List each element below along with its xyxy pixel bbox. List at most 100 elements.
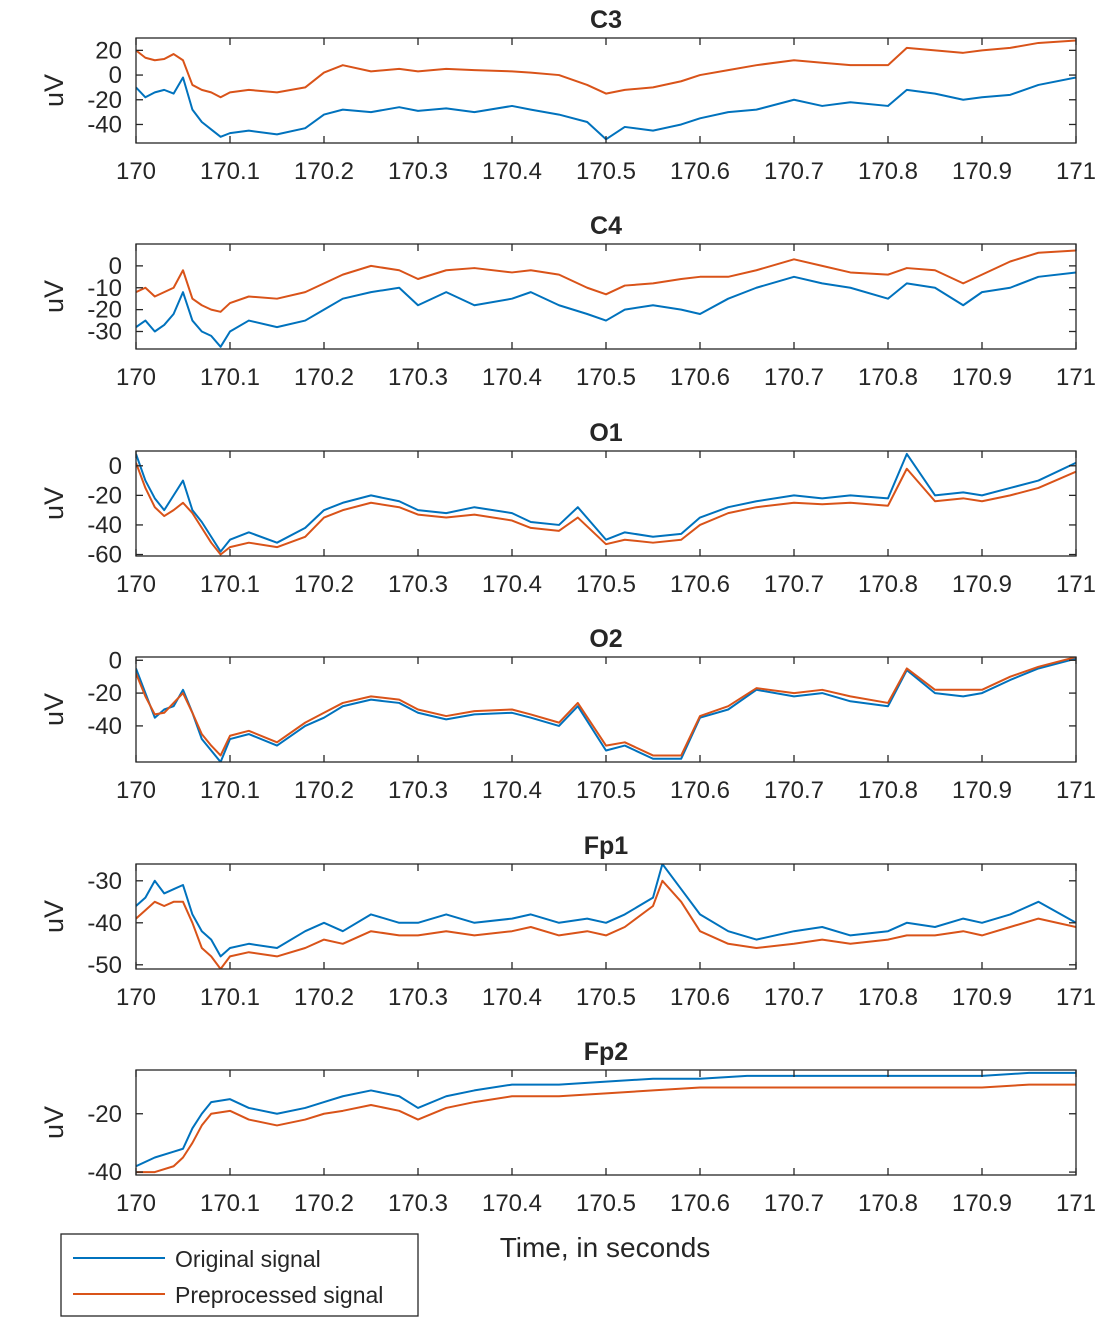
xtick-label-fp2: 170.4 xyxy=(482,1190,542,1217)
series-group-o2 xyxy=(136,657,1076,762)
xtick-label-fp2: 170 xyxy=(116,1190,156,1217)
xtick-label-c3: 170.2 xyxy=(294,158,354,185)
ytick-label-o2: -20 xyxy=(87,680,122,707)
xtick-label-o2: 170 xyxy=(116,777,156,804)
xtick-label-c4: 170.4 xyxy=(482,364,542,391)
panel-title-c4: C4 xyxy=(590,212,622,240)
series-line-preprocessed-signal-c3 xyxy=(136,39,1076,99)
series-line-preprocessed-signal-fp1 xyxy=(136,879,1076,969)
xtick-label-fp2: 171 xyxy=(1056,1190,1096,1217)
xtick-label-c3: 170.9 xyxy=(952,158,1012,185)
xtick-label-o1: 170.7 xyxy=(764,571,824,598)
xtick-label-c3: 170 xyxy=(116,158,156,185)
ytick-label-o2: -40 xyxy=(87,713,122,740)
ylabel-o2: uV xyxy=(39,693,69,726)
xtick-label-fp1: 170.6 xyxy=(670,984,730,1011)
xtick-label-c4: 170.8 xyxy=(858,364,918,391)
legend-box xyxy=(60,1233,419,1317)
xtick-label-fp1: 170.2 xyxy=(294,984,354,1011)
ylabel-c4: uV xyxy=(39,280,69,313)
ytick-label-c4: -20 xyxy=(87,297,122,324)
xtick-label-fp1: 170.7 xyxy=(764,984,824,1011)
series-line-original-signal-c3 xyxy=(136,76,1076,141)
xtick-label-o2: 170.7 xyxy=(764,777,824,804)
panel-fp2: Fp2 uV 170 170.1 170.2 170.3 170.4 170.5 170.6 17… xyxy=(39,1038,1096,1263)
legend-label-original-signal: Original signal xyxy=(175,1246,321,1272)
ytick-label-c3: -20 xyxy=(87,87,122,114)
xtick-label-o2: 170.2 xyxy=(294,777,354,804)
xtick-label-c4: 170.5 xyxy=(576,364,636,391)
series-line-original-signal-o1 xyxy=(136,452,1076,553)
xtick-label-fp1: 170.4 xyxy=(482,984,542,1011)
xtick-label-fp2: 170.9 xyxy=(952,1190,1012,1217)
panel-o2: O2 uV 170 170.1 170.2 170.3 170.4 170.5 170.6 170… xyxy=(39,625,1096,804)
ytick-label-c3: 0 xyxy=(109,62,122,89)
xtick-label-fp2: 170.5 xyxy=(576,1190,636,1217)
panel-title-o2: O2 xyxy=(589,625,622,653)
xtick-label-fp1: 170.5 xyxy=(576,984,636,1011)
xlabel-fp2: Time, in seconds xyxy=(500,1232,711,1263)
xtick-label-o1: 170.4 xyxy=(482,571,542,598)
xtick-label-o2: 170.8 xyxy=(858,777,918,804)
series-group-c3 xyxy=(136,39,1076,141)
xtick-label-o1: 170.1 xyxy=(200,571,260,598)
ytick-label-fp1: -30 xyxy=(87,868,122,895)
xtick-label-o1: 170 xyxy=(116,571,156,598)
xtick-label-o1: 170.2 xyxy=(294,571,354,598)
xtick-label-fp1: 170 xyxy=(116,984,156,1011)
series-group-fp2 xyxy=(136,1071,1076,1174)
xtick-label-c4: 170.6 xyxy=(670,364,730,391)
ytick-label-o1: 0 xyxy=(109,453,122,480)
panel-c3: C3 uV 170 170.1 170.2 170.3 170.4 170.5 170.6 170… xyxy=(39,6,1096,185)
series-line-original-signal-fp2 xyxy=(136,1071,1076,1168)
xtick-label-c3: 170.6 xyxy=(670,158,730,185)
series-line-preprocessed-signal-o2 xyxy=(136,657,1076,757)
ylabel-c3: uV xyxy=(39,74,69,107)
series-group-o1 xyxy=(136,452,1076,556)
series-line-preprocessed-signal-fp2 xyxy=(136,1083,1076,1174)
ytick-label-fp1: -50 xyxy=(87,952,122,979)
xtick-label-fp2: 170.7 xyxy=(764,1190,824,1217)
xtick-label-o2: 170.6 xyxy=(670,777,730,804)
ytick-label-c4: 0 xyxy=(109,253,122,280)
xtick-label-o1: 170.9 xyxy=(952,571,1012,598)
ytick-label-o2: 0 xyxy=(109,647,122,674)
xtick-label-fp1: 170.1 xyxy=(200,984,260,1011)
xtick-label-o2: 170.4 xyxy=(482,777,542,804)
xtick-label-fp2: 170.1 xyxy=(200,1190,260,1217)
xtick-label-o1: 170.3 xyxy=(388,571,448,598)
xtick-label-c3: 170.8 xyxy=(858,158,918,185)
xtick-label-o2: 170.5 xyxy=(576,777,636,804)
xtick-label-o2: 170.3 xyxy=(388,777,448,804)
series-group-c4 xyxy=(136,249,1076,348)
xtick-label-c4: 170 xyxy=(116,364,156,391)
series-line-original-signal-o2 xyxy=(136,657,1076,762)
xtick-label-o2: 170.9 xyxy=(952,777,1012,804)
xtick-label-c4: 171 xyxy=(1056,364,1096,391)
ytick-label-o1: -40 xyxy=(87,512,122,539)
xtick-label-fp1: 170.8 xyxy=(858,984,918,1011)
xtick-label-c4: 170.2 xyxy=(294,364,354,391)
xtick-label-fp1: 170.9 xyxy=(952,984,1012,1011)
axes-box-c3 xyxy=(135,37,1077,144)
ylabel-fp2: uV xyxy=(39,1106,69,1139)
series-group-fp1 xyxy=(136,864,1076,969)
panel-fp1: Fp1 uV 170 170.1 170.2 170.3 170.4 170.5 170.6 17… xyxy=(39,832,1096,1011)
ytick-label-fp2: -40 xyxy=(87,1159,122,1186)
xtick-label-o1: 170.5 xyxy=(576,571,636,598)
xtick-label-c3: 170.3 xyxy=(388,158,448,185)
ytick-label-c4: -10 xyxy=(87,275,122,302)
ytick-label-o1: -60 xyxy=(87,542,122,569)
ytick-label-o1: -20 xyxy=(87,482,122,509)
panel-title-c3: C3 xyxy=(590,6,622,34)
xtick-label-o2: 170.1 xyxy=(200,777,260,804)
panel-title-fp1: Fp1 xyxy=(584,832,629,860)
panel-c4: C4 uV 170 170.1 170.2 170.3 170.4 170.5 170.6 170… xyxy=(39,212,1096,391)
xtick-label-fp2: 170.2 xyxy=(294,1190,354,1217)
xtick-label-c3: 170.5 xyxy=(576,158,636,185)
xtick-label-fp2: 170.3 xyxy=(388,1190,448,1217)
ylabel-o1: uV xyxy=(39,487,69,520)
axes-box-fp1 xyxy=(135,863,1077,970)
ytick-label-c4: -30 xyxy=(87,319,122,346)
